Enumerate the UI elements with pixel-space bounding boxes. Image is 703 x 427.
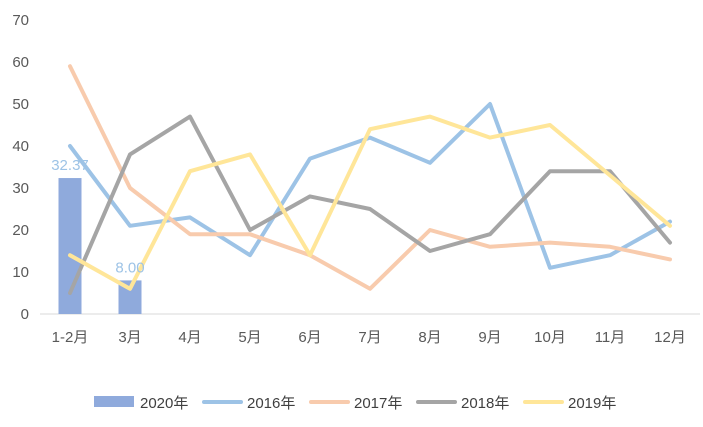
bar [118, 280, 142, 314]
x-tick-label: 8月 [418, 329, 441, 346]
y-tick-label: 0 [21, 306, 29, 323]
y-tick-label: 30 [12, 180, 29, 197]
legend-item: 2016年 [202, 395, 295, 412]
line-series-group [68, 64, 672, 295]
y-tick-label: 70 [12, 12, 29, 29]
legend-swatch-bar [94, 396, 134, 407]
x-tick-label: 3月 [118, 329, 141, 346]
bar-data-labels: 32.37 8.00 [51, 157, 144, 276]
y-axis-ticks: 0 10 20 30 40 50 60 70 [12, 12, 29, 323]
y-tick-label: 10 [12, 264, 29, 281]
legend-label: 2018年 [461, 395, 509, 412]
legend: 2020年 2016年 2017年 2018年 2019年 [94, 395, 616, 412]
x-tick-label: 11月 [595, 329, 626, 346]
y-tick-label: 20 [12, 222, 29, 239]
bar-data-label: 8.00 [115, 259, 144, 276]
legend-label: 2016年 [247, 395, 295, 412]
x-tick-label: 6月 [298, 329, 321, 346]
legend-label: 2017年 [354, 395, 402, 412]
x-tick-label: 1-2月 [52, 329, 89, 346]
legend-item: 2020年 [94, 395, 188, 412]
y-tick-label: 50 [12, 96, 29, 113]
y-tick-label: 60 [12, 54, 29, 71]
series-line [68, 114, 672, 291]
legend-item: 2019年 [523, 395, 616, 412]
x-tick-label: 10月 [534, 329, 566, 346]
legend-label: 2019年 [568, 395, 616, 412]
series-line [68, 64, 672, 291]
x-tick-label: 9月 [478, 329, 501, 346]
legend-item: 2017年 [309, 395, 402, 412]
legend-label: 2020年 [140, 395, 188, 412]
x-tick-label: 4月 [178, 329, 201, 346]
legend-item: 2018年 [416, 395, 509, 412]
y-tick-label: 40 [12, 138, 29, 155]
x-tick-label: 7月 [358, 329, 381, 346]
x-axis-ticks: 1-2月 3月 4月 5月 6月 7月 8月 9月 10月 11月 12月 [52, 329, 686, 346]
x-tick-label: 5月 [238, 329, 261, 346]
bar-data-label: 32.37 [51, 157, 89, 174]
x-tick-label: 12月 [654, 329, 686, 346]
series-line [68, 114, 672, 295]
